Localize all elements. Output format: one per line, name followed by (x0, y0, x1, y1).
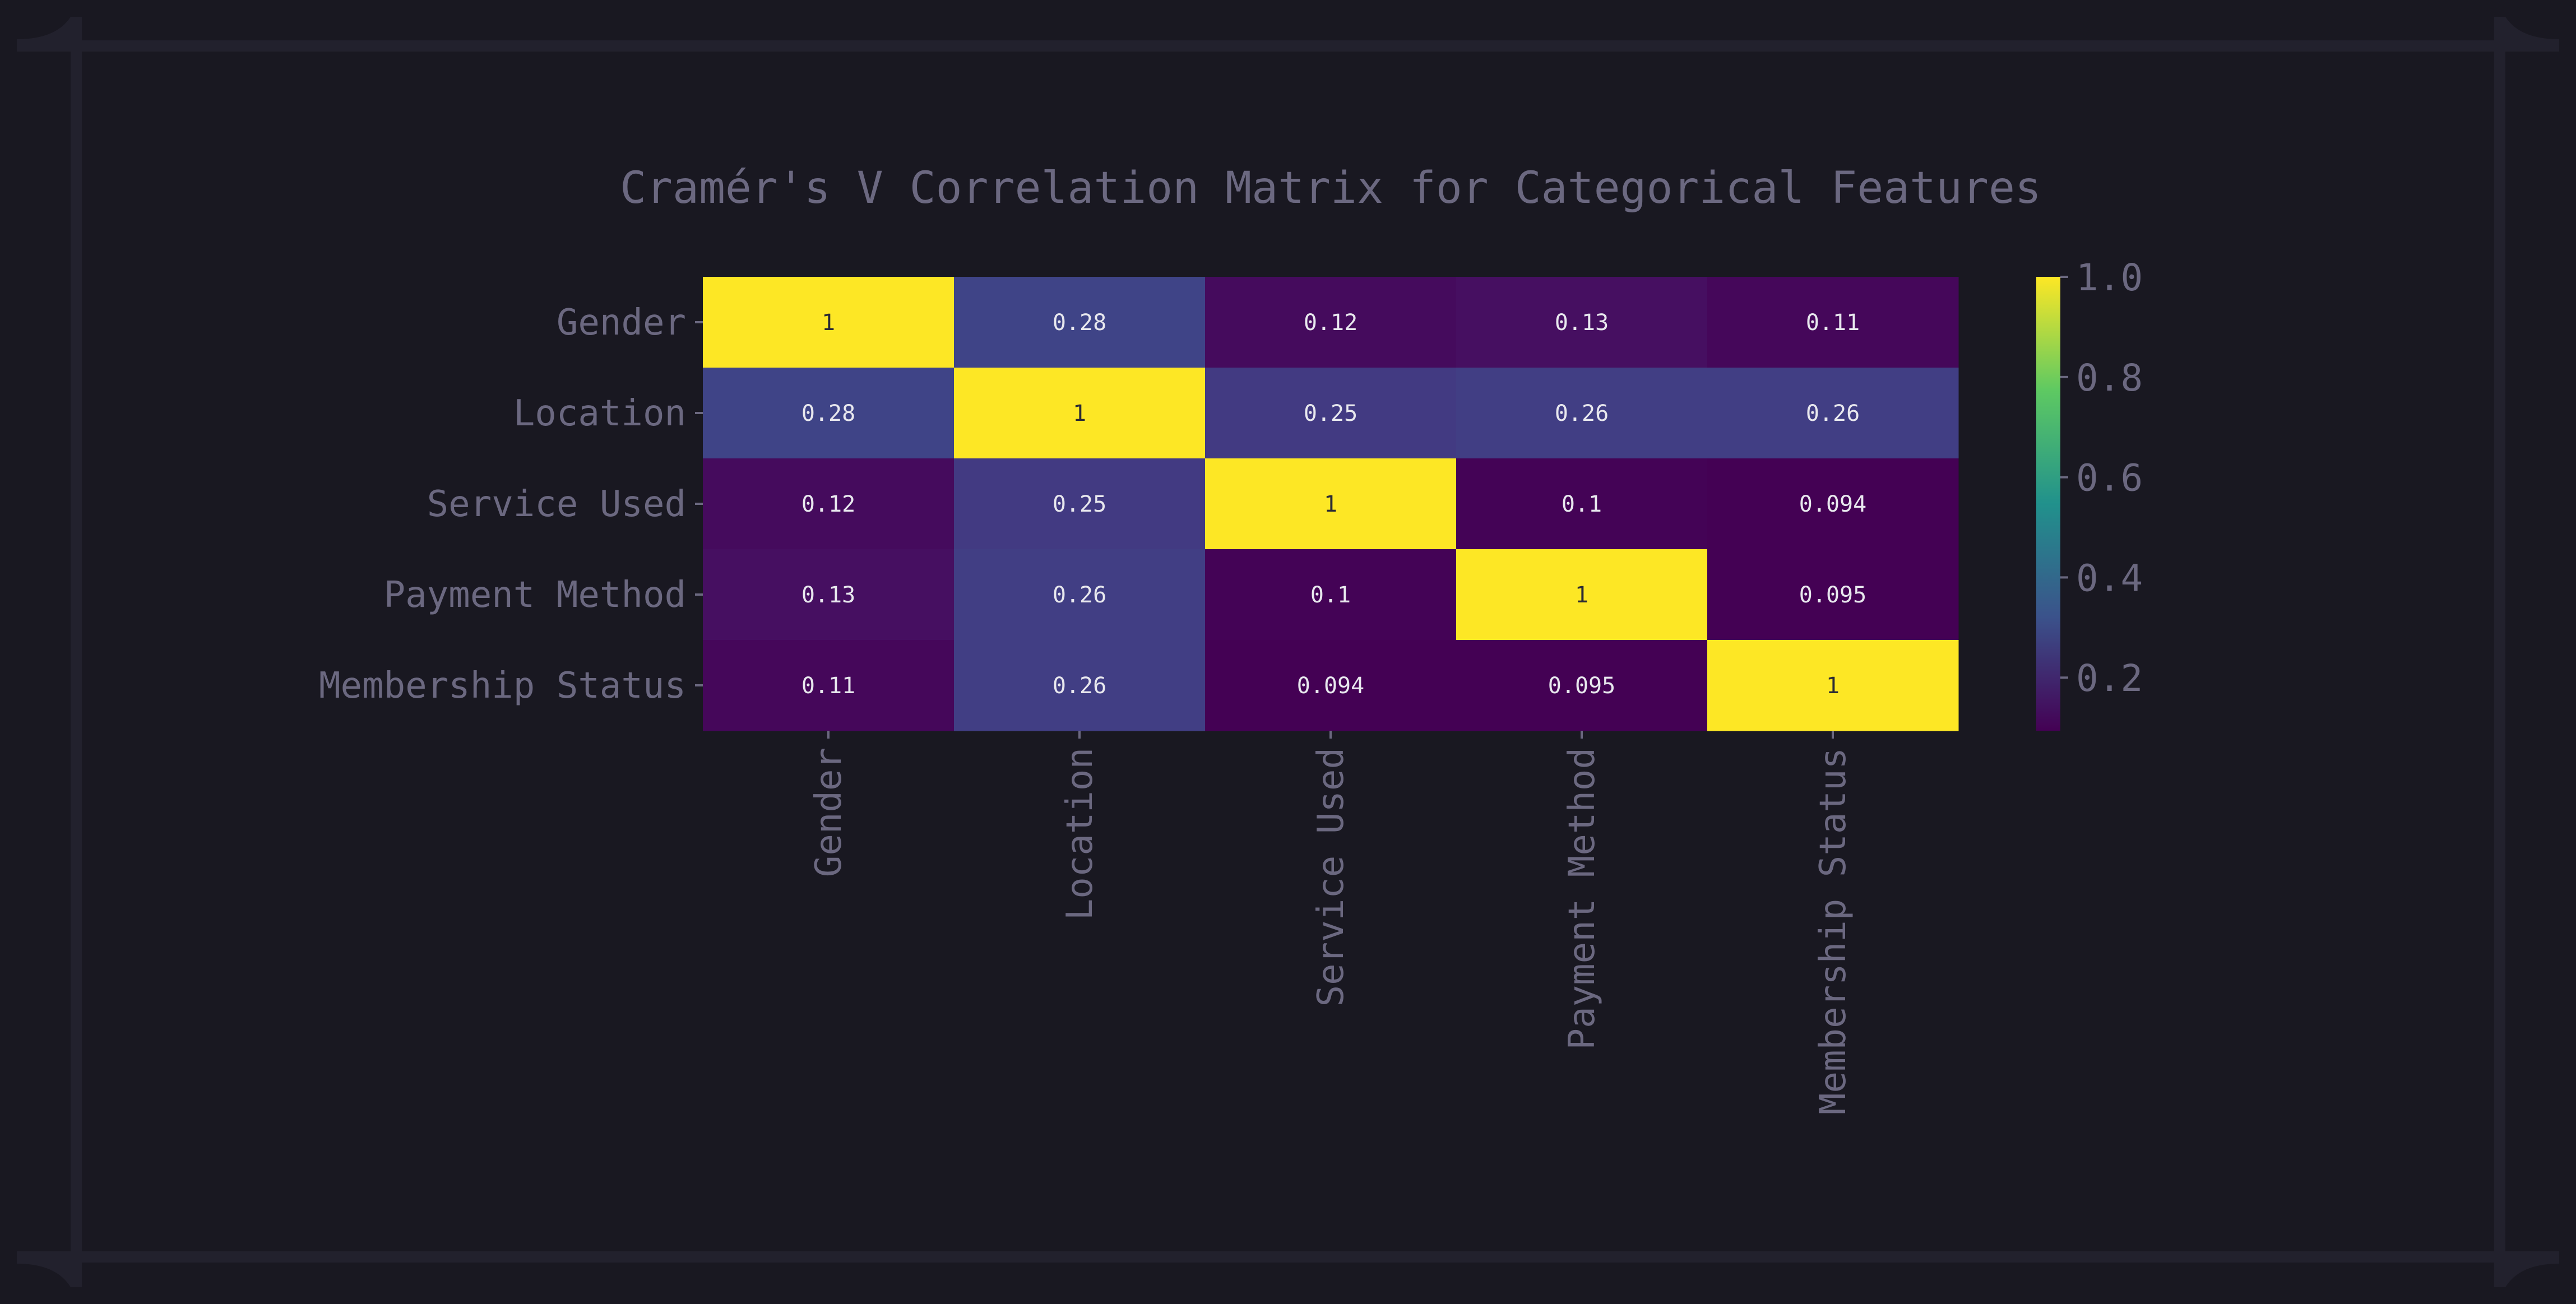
x-axis-label-payment-method: Payment Method (1562, 748, 1603, 1050)
heatmap-cell-value: 0.26 (1555, 401, 1609, 426)
heatmap-cell-value: 0.12 (801, 491, 855, 517)
heatmap-cell-labels: 1 0.28 0.12 0.13 0.110.28 1 0.25 0.26 0.260.12 0.… (801, 310, 1866, 699)
heatmap-cell-value: 0.094 (1799, 491, 1866, 517)
heatmap-cell-value: 0.26 (1806, 401, 1860, 426)
heatmap-cell-value: 0.1 (1562, 491, 1602, 517)
heatmap-cell-gender-location (954, 277, 1206, 368)
heatmap-cell-location-gender (703, 368, 955, 459)
heatmap-cell-membership-status-location (954, 640, 1206, 731)
colorbar: 0.2 0.4 0.6 0.8 1.0 (2036, 256, 2143, 731)
heatmap-cell-value: 0.1 (1310, 582, 1351, 608)
colorbar-tick-label: 0.4 (2076, 556, 2143, 600)
heatmap-cell-payment-method-service-used (1205, 549, 1457, 641)
heatmap-cell-value: 1 (1826, 673, 1840, 699)
heatmap-cell-gender-payment-method (1456, 277, 1708, 368)
heatmap-cell-location-payment-method (1456, 368, 1708, 459)
heatmap-cell-value: 1 (1073, 401, 1086, 426)
x-axis-tick-labels: Gender Location Service Used Payment Method… (808, 731, 1854, 1115)
heatmap-cell-value: 0.28 (1053, 310, 1106, 336)
heatmap-cell-value: 0.28 (801, 401, 855, 426)
heatmap-cell-location-service-used (1205, 368, 1457, 459)
heatmap-cell-service-used-service-used (1205, 458, 1457, 550)
heatmap-cell-value: 0.26 (1053, 582, 1106, 608)
heatmap-cell-payment-method-membership-status (1707, 549, 1959, 641)
heatmap-cell-gender-service-used (1205, 277, 1457, 368)
heatmap-cell-membership-status-payment-method (1456, 640, 1708, 731)
heatmap-cell-value: 0.13 (801, 582, 855, 608)
colorbar-tick-label: 0.2 (2076, 657, 2143, 700)
heatmap-cell-value: 0.095 (1548, 673, 1615, 699)
colorbar-tick-label: 0.8 (2076, 356, 2143, 400)
heatmap-cell-value: 1 (822, 310, 835, 336)
heatmap-cells (703, 277, 1959, 731)
heatmap-cell-membership-status-gender (703, 640, 955, 731)
x-axis-label-gender: Gender (808, 748, 850, 877)
y-axis-label-location: Location (513, 393, 686, 434)
y-axis-label-gender: Gender (557, 302, 686, 344)
heatmap-cell-value: 0.11 (1806, 310, 1860, 336)
heatmap-cell-value: 1 (1324, 491, 1337, 517)
heatmap-cell-payment-method-location (954, 549, 1206, 641)
heatmap-cell-value: 0.12 (1304, 310, 1358, 336)
y-axis-label-membership-status: Membership Status (319, 665, 686, 707)
heatmap-cell-gender-membership-status (1707, 277, 1959, 368)
colorbar-tick-label: 0.6 (2076, 457, 2143, 500)
chart-title: Cramér's V Correlation Matrix for Catego… (620, 163, 2041, 214)
heatmap-cell-payment-method-gender (703, 549, 955, 641)
y-axis-tick-labels: Gender Location Service Used Payment Method… (319, 302, 703, 707)
heatmap-cell-value: 0.25 (1304, 401, 1358, 426)
heatmap-cell-gender-gender (703, 277, 955, 368)
heatmap-cell-value: 0.25 (1053, 491, 1106, 517)
colorbar-tick-label: 1.0 (2076, 256, 2143, 299)
heatmap-cell-membership-status-membership-status (1707, 640, 1959, 731)
x-axis-label-location: Location (1059, 748, 1101, 920)
heatmap-cell-service-used-payment-method (1456, 458, 1708, 550)
heatmap-cell-value: 0.26 (1053, 673, 1106, 699)
heatmap-cell-value: 0.13 (1555, 310, 1609, 336)
heatmap-cell-value: 0.094 (1297, 673, 1364, 699)
y-axis-label-payment-method: Payment Method (384, 574, 686, 616)
heatmap-cell-value: 0.095 (1799, 582, 1866, 608)
heatmap-cell-membership-status-service-used (1205, 640, 1457, 731)
heatmap-cell-service-used-location (954, 458, 1206, 550)
x-axis-label-service-used: Service Used (1310, 748, 1352, 1006)
heatmap-cell-value: 0.11 (801, 673, 855, 699)
heatmap-cell-location-membership-status (1707, 368, 1959, 459)
colorbar-gradient (2036, 277, 2060, 731)
heatmap-cell-location-location (954, 368, 1206, 459)
heatmap-cell-payment-method-payment-method (1456, 549, 1708, 641)
heatmap-cell-service-used-gender (703, 458, 955, 550)
y-axis-label-service-used: Service Used (427, 484, 686, 525)
heatmap-cell-value: 1 (1575, 582, 1588, 608)
heatmap-cell-service-used-membership-status (1707, 458, 1959, 550)
x-axis-label-membership-status: Membership Status (1813, 748, 1854, 1115)
